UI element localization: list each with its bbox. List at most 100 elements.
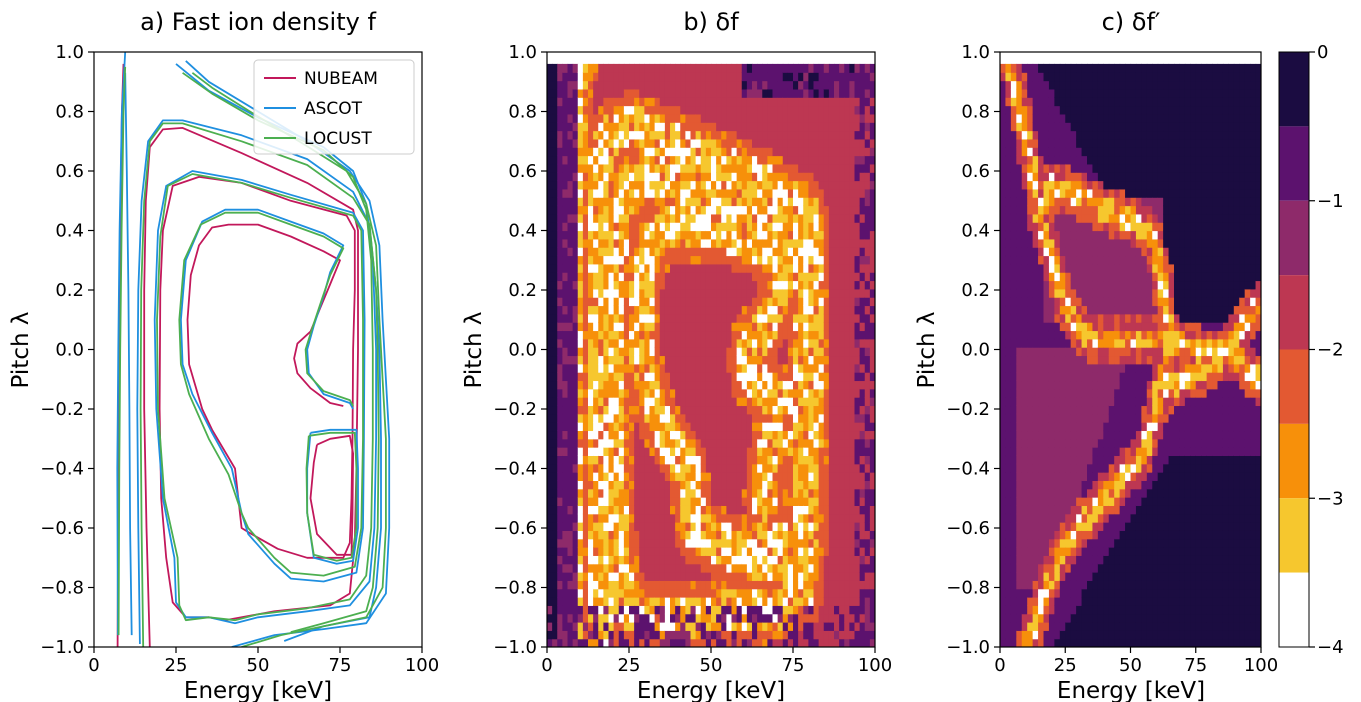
heatmap-cell	[588, 122, 594, 132]
heatmap-cell	[844, 405, 850, 415]
heatmap-cell	[834, 455, 840, 465]
heatmap-cell	[680, 597, 686, 606]
heatmap-cell	[588, 380, 594, 390]
heatmap-cell	[567, 430, 574, 440]
heatmap-cell	[644, 572, 651, 581]
heatmap-cell	[767, 88, 774, 98]
heatmap-cell	[803, 197, 809, 207]
heatmap-cell	[726, 588, 733, 598]
heatmap-cell	[654, 513, 661, 523]
heatmap-cell	[644, 563, 651, 573]
heatmap-cell	[798, 455, 804, 465]
heatmap-cell	[1000, 230, 1007, 240]
heatmap-cell	[813, 205, 820, 215]
heatmap-cell	[598, 638, 604, 647]
heatmap-cell	[854, 572, 861, 581]
heatmap-cell	[557, 430, 563, 440]
heatmap-cell	[567, 222, 574, 232]
heatmap-cell	[844, 580, 850, 590]
contour-locust	[117, 66, 127, 636]
heatmap-cell	[644, 97, 651, 107]
heatmap-cell	[582, 330, 589, 340]
heatmap-cell	[762, 413, 768, 423]
heatmap-cell	[644, 147, 651, 157]
heatmap-cell	[608, 447, 615, 457]
heatmap-cell	[664, 88, 671, 98]
heatmap-cell	[782, 430, 789, 440]
x-tick-label: 0	[541, 655, 552, 676]
heatmap-cell	[664, 172, 671, 182]
heatmap-cell	[557, 455, 563, 465]
heatmap-cell	[1005, 630, 1012, 640]
heatmap-cell	[834, 463, 840, 473]
heatmap-cell	[700, 597, 707, 606]
heatmap-cell	[767, 122, 774, 132]
heatmap-cell	[736, 172, 743, 182]
heatmap-cell	[664, 547, 671, 556]
heatmap-cell	[736, 213, 743, 223]
heatmap-cell	[618, 313, 625, 323]
heatmap-cell	[757, 447, 763, 457]
heatmap-cell	[639, 613, 645, 623]
heatmap-cell	[670, 497, 676, 506]
heatmap-cell	[608, 155, 615, 165]
heatmap-cell	[603, 188, 610, 198]
heatmap-cell	[726, 188, 733, 198]
heatmap-cell	[603, 405, 610, 415]
heatmap-cell	[680, 163, 686, 173]
heatmap-cell	[654, 247, 661, 257]
heatmap-cell	[562, 288, 569, 298]
heatmap-cell	[567, 247, 574, 257]
heatmap-cell	[593, 613, 599, 623]
heatmap-cell	[613, 613, 620, 623]
heatmap-cell	[593, 180, 599, 190]
heatmap-cell	[588, 130, 594, 140]
heatmap-cell	[726, 430, 733, 440]
heatmap-cell	[859, 380, 866, 390]
heatmap-cell	[577, 447, 584, 457]
heatmap-cell	[849, 588, 856, 598]
heatmap-cell	[726, 547, 733, 556]
heatmap-cell	[849, 222, 856, 232]
heatmap-cell	[711, 405, 717, 415]
heatmap-cell	[762, 255, 768, 265]
heatmap-cell	[552, 430, 558, 440]
heatmap-cell	[813, 522, 820, 531]
heatmap-cell	[572, 122, 579, 132]
heatmap-cell	[782, 472, 789, 481]
heatmap-cell	[828, 505, 835, 515]
heatmap-cell	[1000, 605, 1007, 615]
heatmap-cell	[767, 322, 774, 332]
heatmap-cell	[828, 547, 835, 556]
heatmap-cell	[762, 213, 768, 223]
heatmap-cell	[629, 580, 635, 590]
heatmap-cell	[854, 522, 861, 531]
heatmap-cell	[608, 613, 615, 623]
heatmap-cell	[623, 405, 630, 415]
heatmap-cell	[629, 530, 635, 540]
heatmap-cell	[741, 330, 748, 340]
heatmap-cell	[547, 88, 553, 98]
heatmap-cell	[664, 313, 671, 323]
heatmap-cell	[839, 572, 845, 581]
heatmap-cell	[859, 447, 866, 457]
heatmap-cell	[1000, 505, 1007, 515]
heatmap-cell	[818, 122, 825, 132]
heatmap-cell	[695, 205, 702, 215]
heatmap-cell	[834, 397, 840, 407]
heatmap-cell	[629, 263, 635, 273]
heatmap-cell	[572, 580, 579, 590]
heatmap-cell	[772, 113, 779, 123]
heatmap-cell	[577, 463, 584, 473]
heatmap-cell	[746, 213, 753, 223]
heatmap-cell	[864, 605, 871, 615]
heatmap-cell	[1027, 388, 1034, 398]
heatmap-cell	[741, 97, 748, 107]
heatmap-cell	[849, 280, 856, 290]
heatmap-cell	[777, 622, 784, 631]
heatmap-cell	[629, 380, 635, 390]
heatmap-cell	[869, 613, 875, 623]
heatmap-cell	[577, 280, 584, 290]
heatmap-cell	[547, 472, 553, 481]
heatmap-cell	[690, 180, 697, 190]
